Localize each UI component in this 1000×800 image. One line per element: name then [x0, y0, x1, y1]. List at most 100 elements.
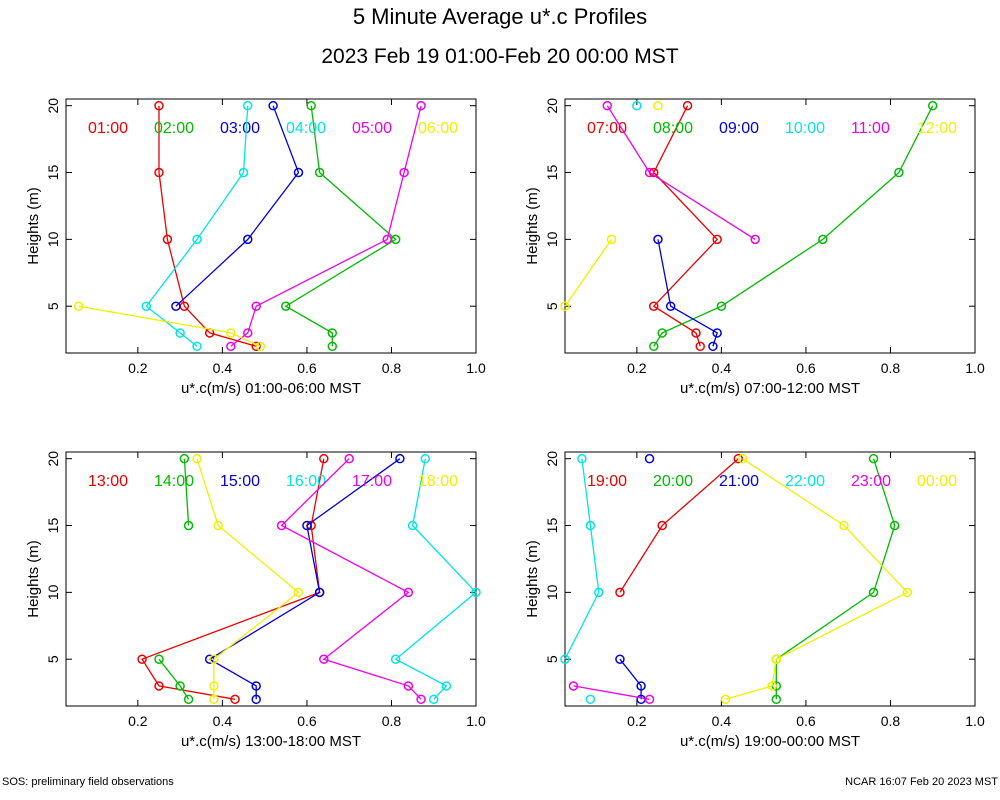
x-tick-label: 0.8	[382, 360, 402, 376]
legend-entry: 17:00	[352, 473, 392, 490]
data-point	[382, 234, 392, 245]
legend-entry: 03:00	[220, 120, 260, 137]
data-point	[636, 681, 646, 691]
data-point	[682, 100, 693, 111]
data-point	[73, 301, 84, 311]
y-tick-label: 20	[544, 451, 560, 467]
data-point	[251, 301, 261, 311]
y-axis-label: Heights (m)	[25, 540, 42, 618]
legend-entry: 15:00	[220, 473, 260, 490]
plot-frame	[564, 451, 976, 707]
x-tick-label: 0.6	[297, 360, 317, 376]
legend-entry: 01:00	[88, 120, 128, 137]
data-point	[615, 587, 625, 598]
data-point	[868, 453, 879, 464]
data-point	[649, 301, 659, 311]
data-point	[771, 694, 782, 705]
data-point	[712, 234, 722, 245]
data-point	[403, 587, 414, 598]
data-point	[209, 681, 219, 691]
data-point	[665, 301, 676, 311]
data-point	[390, 654, 401, 664]
x-tick-label: 0.8	[881, 360, 901, 376]
data-point	[141, 301, 152, 311]
legend-entry: 02:00	[154, 120, 194, 137]
data-point	[314, 587, 325, 598]
x-tick-label: 0.4	[213, 360, 233, 376]
series-line	[619, 658, 642, 700]
data-point	[192, 234, 202, 245]
y-tick-label: 10	[45, 231, 61, 247]
data-point	[889, 520, 900, 531]
legend-entry: 05:00	[352, 120, 392, 137]
data-point	[327, 328, 338, 338]
data-point	[720, 694, 731, 705]
data-point	[192, 453, 202, 464]
data-point	[154, 654, 164, 664]
data-point	[281, 301, 291, 311]
y-tick-label: 10	[544, 231, 560, 247]
data-point	[293, 587, 304, 598]
series-line	[230, 105, 422, 347]
data-point	[293, 167, 304, 178]
data-point	[255, 341, 266, 352]
data-point	[560, 301, 570, 311]
data-point	[238, 167, 249, 178]
series-line	[284, 105, 397, 347]
x-tick-label: 0.2	[627, 713, 647, 729]
x-tick-label: 1.0	[965, 360, 985, 376]
data-point	[606, 234, 617, 245]
legend-entry: 23:00	[851, 473, 891, 490]
data-point	[179, 453, 190, 464]
legend-entry: 09:00	[719, 120, 759, 137]
legend-entry: 21:00	[719, 473, 759, 490]
series-line	[564, 239, 613, 307]
data-point	[154, 100, 164, 111]
data-point	[568, 681, 579, 691]
y-tick-label: 5	[544, 302, 560, 310]
series-line	[280, 458, 422, 700]
data-point	[594, 587, 604, 598]
y-axis-label: Heights (m)	[524, 187, 541, 265]
data-point	[243, 234, 253, 245]
data-point	[767, 681, 777, 691]
data-point	[243, 100, 253, 111]
data-point	[251, 694, 261, 705]
x-axis-label: u*.c(m/s) 01:00-06:00 MST	[181, 380, 361, 397]
series-line	[183, 458, 190, 526]
legend-entry: 12:00	[917, 120, 957, 137]
x-tick-label: 0.6	[796, 360, 816, 376]
data-point	[403, 681, 414, 691]
legend-entry: 16:00	[286, 473, 326, 490]
data-point	[750, 234, 760, 245]
data-point	[695, 341, 706, 352]
series-line	[208, 458, 401, 700]
data-point	[428, 694, 439, 705]
data-point	[602, 100, 613, 111]
y-tick-label: 5	[45, 655, 61, 663]
data-point	[632, 100, 642, 111]
y-axis-label: Heights (m)	[524, 540, 541, 618]
legend-entry: 11:00	[851, 120, 890, 137]
chart-subtitle: 2023 Feb 19 01:00-Feb 20 00:00 MST	[321, 45, 679, 68]
data-point	[644, 694, 655, 705]
y-tick-label: 5	[45, 302, 61, 310]
data-point	[154, 681, 164, 691]
data-point	[154, 167, 164, 178]
data-point	[712, 328, 722, 338]
y-tick-label: 20	[45, 451, 61, 467]
data-point	[226, 328, 236, 338]
series-line	[775, 458, 896, 700]
plot-frame	[65, 451, 477, 707]
data-point	[268, 100, 278, 111]
legend-entry: 22:00	[785, 473, 825, 490]
legend-entry: 14:00	[154, 473, 194, 490]
data-point	[737, 453, 748, 464]
series-line	[158, 105, 257, 347]
chart-title: 5 Minute Average u*.c Profiles	[352, 4, 648, 29]
x-tick-label: 1.0	[466, 360, 486, 376]
data-point	[771, 654, 782, 664]
data-point	[657, 328, 667, 338]
data-point	[209, 654, 219, 664]
